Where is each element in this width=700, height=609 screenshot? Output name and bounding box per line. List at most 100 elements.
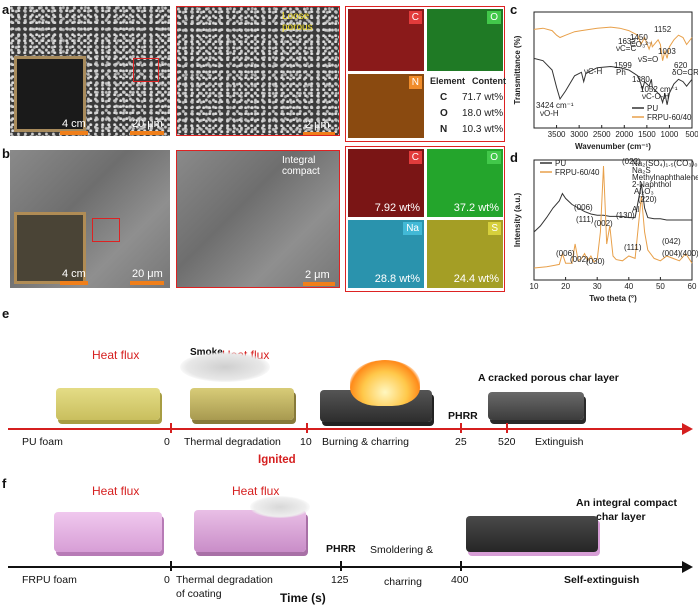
- table-row-el: C: [440, 92, 448, 103]
- panel-a-map-c: C: [348, 9, 424, 71]
- table-head-element: Element: [430, 76, 466, 86]
- panel-f-frpu-block: [54, 512, 162, 552]
- panel-e-tick: [460, 423, 462, 433]
- panel-b-eds-frame: [345, 146, 505, 292]
- chart-annotation: (130): [616, 211, 635, 220]
- chart-annotation: νO-H: [540, 109, 559, 118]
- panel-c-letter: c: [510, 2, 518, 17]
- panel-b-map-na-wt: 28.8 wt%: [374, 273, 420, 285]
- panel-a-eds-frame: [345, 6, 505, 142]
- x-tick-label: 10: [530, 282, 539, 291]
- panel-b-annotation: Integral compact: [282, 155, 320, 177]
- panel-f-phrr: PHRR: [326, 543, 356, 555]
- panel-e-tick: [306, 423, 308, 433]
- chart-annotation: νC-O-H: [642, 92, 669, 101]
- panel-e-time-3: 520: [498, 436, 516, 448]
- chart-annotation: (006): [556, 249, 575, 258]
- table-head-content: Content: [472, 76, 506, 86]
- chart-annotation: 3424 cm⁻¹: [536, 101, 574, 110]
- panel-a-annotation: Loose porous: [282, 11, 313, 33]
- x-tick-label: 2500: [593, 130, 611, 139]
- legend-label: FRPU-60/40: [647, 113, 692, 122]
- chart-annotation: (220): [638, 195, 657, 204]
- panel-b-scale-large-bar: [60, 281, 88, 285]
- panel-e-char-block: [488, 392, 584, 420]
- chart-annotation: 1003: [658, 47, 676, 56]
- legend-label: FRPU-60/40: [555, 168, 600, 177]
- x-tick-label: 30: [593, 282, 602, 291]
- panel-f-tick: [340, 561, 342, 571]
- panel-b-letter: b: [2, 146, 10, 161]
- panel-f-stage-5: Self-extinguish: [564, 574, 640, 586]
- panel-a-map-c-label: C: [408, 11, 422, 24]
- panel-e-time-0: 0: [164, 436, 170, 448]
- panel-f-top-label-2: char layer: [596, 511, 646, 523]
- panel-f-stage-4: charring: [384, 576, 422, 588]
- y-axis-label: Intensity (a.u.): [513, 193, 522, 248]
- panel-a-foam-photo: [14, 56, 86, 132]
- chart-annotation: (002): [594, 219, 613, 228]
- legend-label: PU: [647, 104, 658, 113]
- panel-a-scale-large-bar: [60, 131, 88, 135]
- panel-e-letter: e: [2, 306, 10, 321]
- panel-f-tick: [170, 561, 172, 571]
- chart-annotation: 1052 cm⁻¹: [640, 85, 678, 94]
- chart-annotation: Ph: [616, 68, 626, 77]
- panel-a-scale-large-label: 4 cm: [62, 118, 86, 130]
- panel-b-map-o: O 37.2 wt%: [427, 149, 503, 217]
- chart-annotation: δO=CR: [672, 68, 698, 77]
- panel-f-timeline-axis: [8, 566, 684, 568]
- x-tick-label: 1500: [638, 130, 656, 139]
- panel-b-scale-mid-bar: [130, 281, 164, 285]
- chart-annotation: (111): [624, 243, 642, 252]
- x-tick-label: 500: [685, 130, 698, 139]
- panel-b-zoom-box: [92, 218, 120, 242]
- panel-e-time-1: 10: [300, 436, 312, 448]
- table-row-el: O: [440, 108, 448, 119]
- panel-f-char-block: [466, 516, 598, 552]
- panel-e-phrr: PHRR: [448, 410, 478, 422]
- panel-a-map-o: O: [427, 9, 503, 71]
- panel-f-time-2: 400: [451, 574, 469, 586]
- panel-e-tick: [506, 423, 508, 433]
- panel-d-letter: d: [510, 150, 518, 165]
- panel-a-table: Element Content C 71.7 wt% O 18.0 wt% N …: [428, 74, 506, 138]
- panel-b-map-na: Na 28.8 wt%: [348, 220, 424, 288]
- panel-a-letter: a: [2, 2, 10, 17]
- table-row-val: 10.3 wt%: [462, 124, 504, 135]
- panel-e-stage-3: Extinguish: [535, 436, 584, 448]
- chart-annotation: 1599: [614, 61, 632, 70]
- panel-f-stage-2: of coating: [176, 588, 222, 600]
- panel-f-stage-3: Smoldering &: [370, 544, 434, 556]
- panel-a-sem-zoom: Loose porous 2 μm: [176, 6, 340, 136]
- series-line-1: [533, 165, 693, 269]
- panel-b-foam-photo: [14, 212, 86, 284]
- panel-f-heat-flux-1: Heat flux: [92, 484, 140, 498]
- panel-b-map-c-wt: 7.92 wt%: [374, 202, 420, 214]
- panel-e-ignited: Ignited: [258, 454, 296, 466]
- panel-f-stage-0: FRPU foam: [22, 574, 77, 586]
- panel-a-map-n: N: [348, 74, 424, 138]
- panel-a-zoom-box: [133, 58, 159, 82]
- panel-b-scale-large-label: 4 cm: [62, 268, 86, 280]
- table-row-el: N: [440, 124, 448, 135]
- series-line-1: [533, 26, 693, 61]
- panel-e-degradation-block: [190, 388, 294, 420]
- x-tick-label: 3500: [548, 130, 566, 139]
- ftir-chart: 3500 3000 2500 2000 1500 1000 500 Wavenumber (c…: [513, 11, 698, 151]
- x-tick-label: 2000: [615, 130, 633, 139]
- chart-annotation: Al₂O₃: [634, 187, 654, 196]
- panel-b-sem-zoom: Integral compact 2 μm: [176, 150, 340, 288]
- panel-f-letter: f: [2, 476, 7, 491]
- chart-annotation: νC=C: [616, 44, 636, 53]
- chart-annotation: 1380: [632, 75, 650, 84]
- panel-a-map-n-label: N: [408, 76, 422, 89]
- x-axis-label: Two theta (°): [589, 294, 637, 303]
- chart-annotation: 1450: [630, 33, 648, 42]
- series-line-0: [533, 57, 693, 105]
- xrd-chart: 10 20 30 40 50 60 Two theta (°) Intensity (a.u.…: [513, 157, 698, 303]
- panel-f-heat-flux-2: Heat flux: [232, 484, 280, 498]
- x-tick-label: 1000: [661, 130, 679, 139]
- panel-b-map-s: S 24.4 wt%: [427, 220, 503, 288]
- series-line-0: [533, 183, 692, 233]
